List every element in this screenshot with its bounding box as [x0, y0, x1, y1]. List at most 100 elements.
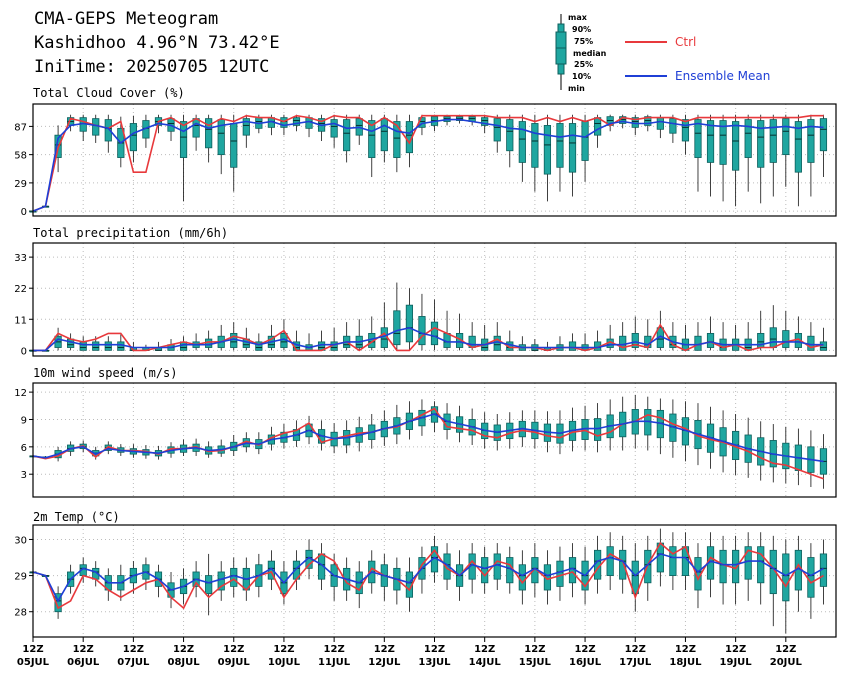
panel-3: 2m Temp (°C) 28 29 30 — [14, 510, 837, 638]
box-iqr — [255, 341, 263, 351]
x-tick-label-time: 12Z — [123, 644, 144, 655]
x-tick-label-date: 14JUL — [469, 657, 502, 668]
box-iqr — [819, 118, 828, 152]
box-iqr — [79, 341, 87, 351]
panel-title: 2m Temp (°C) — [33, 510, 120, 524]
box-iqr — [631, 332, 639, 348]
x-tick-label-date: 10JUL — [268, 657, 301, 668]
box-iqr — [757, 120, 765, 168]
box-iqr — [543, 125, 552, 175]
panel-title: 10m wind speed (m/s) — [33, 366, 178, 380]
panel-frame — [32, 103, 837, 217]
box-iqr — [594, 117, 602, 136]
x-tick-label-date: 12JUL — [368, 657, 401, 668]
box-iqr — [205, 575, 213, 595]
y-tick-label: 87 — [14, 122, 27, 133]
box-iqr — [794, 121, 802, 173]
box-iqr — [669, 546, 677, 576]
x-tick-label-time: 12Z — [775, 644, 796, 655]
ctrl-line — [32, 407, 824, 480]
mean-line — [33, 326, 824, 352]
box-iqr — [782, 330, 790, 348]
x-tick-label-date: 16JUL — [569, 657, 602, 668]
y-tick-label: 28 — [14, 608, 27, 619]
box-iqr — [230, 567, 238, 587]
box-iqr — [706, 120, 715, 163]
box-iqr — [481, 117, 489, 126]
box-iqr — [117, 341, 125, 351]
x-tick-label-date: 18JUL — [669, 657, 702, 668]
box-iqr — [418, 316, 426, 346]
x-axis: 12Z 05JUL 12Z 06JUL 12Z 07JUL 12Z 08JUL 12Z 09JUL… — [17, 637, 803, 668]
location-label: Kashidhoo 4.96°N 73.42°E — [34, 33, 280, 53]
x-tick-label-date: 17JUL — [619, 657, 652, 668]
box-iqr — [129, 123, 137, 152]
box-iqr — [92, 118, 100, 136]
box-iqr — [531, 123, 539, 168]
box-iqr — [681, 119, 690, 142]
x-tick-label-time: 12Z — [73, 644, 94, 655]
y-tick-label: 30 — [14, 535, 27, 546]
y-tick-label: 33 — [14, 253, 27, 264]
box-iqr — [330, 119, 338, 138]
legend-min: min — [568, 84, 585, 93]
panel-1: Total precipitation (mm/6h) 0 11 22 33 — [14, 226, 837, 357]
panel-title: Total Cloud Cover (%) — [33, 86, 185, 100]
x-tick-label-time: 12Z — [374, 644, 395, 655]
x-tick-label-date: 20JUL — [770, 657, 803, 668]
box-iqr — [92, 341, 100, 351]
x-tick-label-date: 15JUL — [519, 657, 552, 668]
y-tick-label: 29 — [14, 572, 27, 583]
box-iqr — [230, 123, 238, 168]
x-tick-label-time: 12Z — [22, 644, 43, 655]
box-iqr — [631, 560, 639, 595]
box-iqr — [393, 310, 401, 346]
box-iqr — [192, 118, 200, 138]
x-tick-label-time: 12Z — [324, 644, 345, 655]
x-tick-label-date: 09JUL — [218, 657, 251, 668]
box-iqr — [694, 119, 702, 158]
box-iqr — [104, 119, 112, 142]
ctrl-line — [33, 323, 824, 352]
x-tick-label-time: 12Z — [474, 644, 495, 655]
box-iqr — [568, 341, 577, 351]
box-iqr — [205, 338, 213, 348]
legend: max 90% 75% median 25% 10% min Ctrl Ense… — [555, 13, 770, 93]
y-tick-label: 58 — [14, 151, 27, 162]
y-tick-label: 0 — [21, 207, 27, 218]
legend-box-glyph — [555, 14, 567, 90]
box-iqr — [568, 123, 577, 173]
x-tick-label-date: 11JUL — [318, 657, 351, 668]
mean-line — [32, 413, 824, 463]
box-iqr — [757, 546, 765, 584]
box-iqr — [744, 119, 752, 158]
x-tick-label-date: 13JUL — [418, 657, 451, 668]
box-iqr — [393, 121, 401, 158]
box-iqr — [556, 560, 564, 587]
y-tick-label: 22 — [14, 284, 27, 295]
box-iqr — [819, 341, 828, 351]
x-tick-label-time: 12Z — [424, 644, 445, 655]
y-tick-label: 6 — [21, 443, 27, 454]
box-iqr — [217, 571, 225, 591]
x-tick-label-time: 12Z — [524, 644, 545, 655]
y-tick-label: 12 — [14, 388, 27, 399]
box-iqr — [656, 117, 664, 130]
box-iqr — [481, 557, 489, 584]
legend-ctrl-label: Ctrl — [675, 35, 696, 49]
box-iqr — [430, 321, 439, 346]
box-iqr — [217, 119, 225, 156]
x-tick-label-date: 19JUL — [720, 657, 753, 668]
box-iqr — [769, 327, 777, 348]
box-iqr — [719, 549, 727, 584]
box-iqr — [744, 546, 752, 580]
panel-title: Total precipitation (mm/6h) — [33, 226, 228, 240]
box-iqr — [343, 119, 351, 152]
y-tick-label: 3 — [21, 470, 27, 481]
legend-mean-label: Ensemble Mean — [675, 69, 770, 83]
box-iqr — [782, 118, 790, 156]
legend-p25: 25% — [574, 60, 593, 69]
ctrl-line — [32, 541, 824, 610]
box-iqr — [556, 123, 564, 168]
box-iqr — [769, 119, 777, 163]
